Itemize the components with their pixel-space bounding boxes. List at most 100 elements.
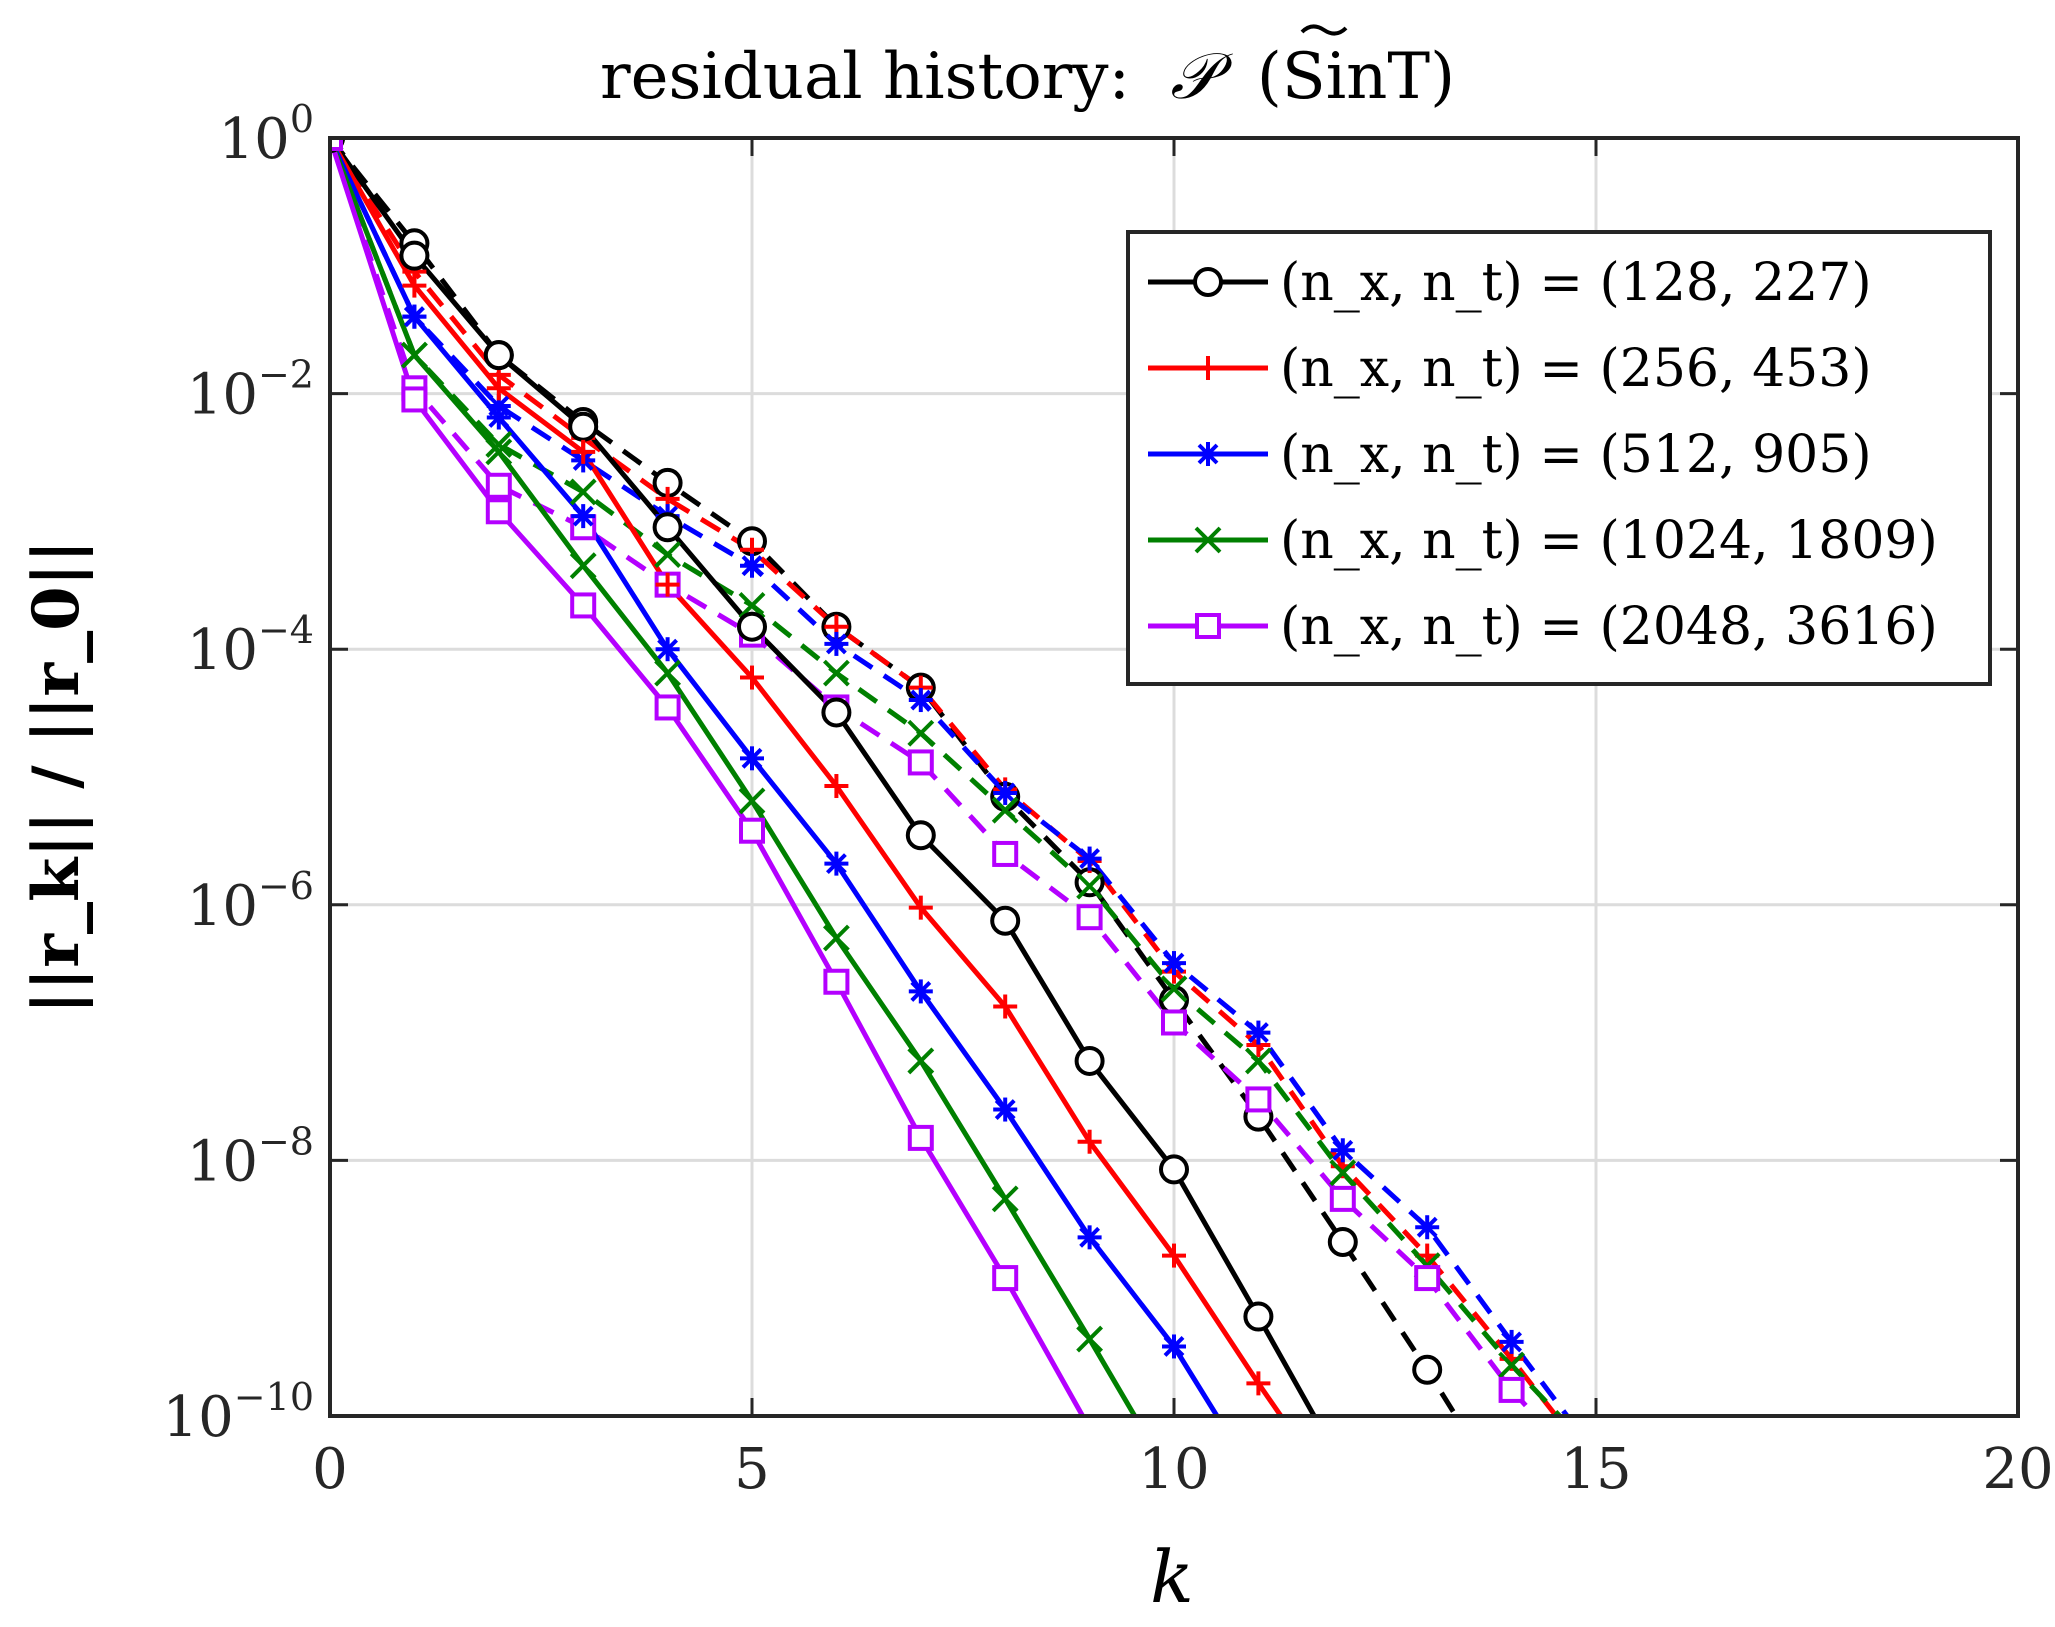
data-point [569,478,597,506]
data-point [654,541,682,568]
data-point [654,694,681,721]
data-point [655,572,680,597]
data-point [485,472,512,499]
x-tick-label: 20 [1982,1437,2053,1502]
data-point [990,905,1021,936]
data-point [1160,975,1188,1003]
data-point [740,665,764,690]
data-point [1243,1301,1274,1332]
data-point [571,439,596,464]
data-point [824,851,849,876]
legend-label: (n_x, n_t) = (2048, 3616) [1280,597,1938,657]
data-point [739,817,765,844]
data-point [485,498,512,525]
data-point [1498,1351,1526,1379]
data-point [1498,1376,1525,1403]
data-point [652,512,683,543]
data-point [993,994,1018,1019]
legend-label: (n_x, n_t) = (512, 905) [1280,425,1872,485]
x-tick-label: 15 [1560,1437,1631,1502]
legend-label: (n_x, n_t) = (256, 453) [1280,339,1872,399]
data-point [1162,1334,1186,1359]
series-line [330,138,1560,1416]
data-point [485,438,513,466]
data-point [1412,1354,1443,1385]
y-tick-label: 10−10 [163,1375,314,1450]
data-point [1330,1138,1355,1163]
data-point [737,611,767,642]
y-tick-label: 10−8 [187,1119,314,1194]
title-suffix: (SinT) [1257,40,1455,114]
data-point [1162,951,1186,976]
markers-layer [330,138,1526,1403]
data-point [486,405,511,430]
legend-box [1126,230,1992,686]
ticks: 0 5 10 15 20 100 10−2 10−4 10−6 10−8 10−10 [163,97,2054,1502]
y-tick-label: 10−4 [187,608,314,683]
x-tick-label: 5 [734,1437,770,1502]
x-axis-label: k [1150,1535,1194,1619]
data-point [907,719,935,747]
legend: (n_x, n_t) = (128, 227) (n_x, n_t) = (256… [1126,230,1992,686]
data-point [399,240,430,271]
data-point [1162,1243,1186,1268]
data-point [992,840,1019,867]
data-point [1074,867,1105,898]
y-tick-label: 10−6 [187,864,314,939]
x-tick-label: 10 [1138,1437,1209,1502]
data-point [738,592,766,619]
data-point [1499,1329,1524,1354]
series-line [330,138,1220,1416]
title-main: residual history: [600,40,1130,114]
data-point [824,774,849,799]
data-point [1076,1325,1104,1353]
data-point [1077,846,1102,871]
chart-title: residual history: 𝒫 (SinT) [600,40,1455,114]
legend-marker [1193,267,1223,297]
data-point [486,376,511,401]
data-point [1076,904,1103,931]
data-point [1159,1154,1189,1185]
legend-marker [1194,526,1222,554]
data-point [907,1124,934,1151]
data-point [569,552,597,580]
legend-marker [1196,356,1220,380]
data-point [402,304,427,329]
data-point [823,968,850,995]
data-point [908,688,933,713]
data-point [993,780,1018,805]
data-point [1244,1047,1272,1075]
data-point [908,895,933,920]
data-point [1414,1265,1441,1292]
data-point [992,1265,1019,1292]
data-point [400,341,428,369]
data-point [654,659,682,687]
legend-marker [1196,442,1220,466]
data-point [401,386,428,413]
data-point [570,592,597,619]
data-point [1329,1159,1357,1187]
data-point [402,273,427,298]
title-symbol: 𝒫 [1170,40,1233,114]
data-point [907,749,934,776]
title-tilde-mark [1300,24,1348,36]
data-point [1246,1371,1271,1396]
legend-label: (n_x, n_t) = (128, 227) [1280,253,1872,313]
x-tick-label: 0 [312,1437,348,1502]
y-tick-label: 100 [219,97,314,172]
data-point [993,1097,1018,1122]
data-point [991,796,1019,824]
data-point [1077,1129,1102,1154]
data-point [483,340,514,371]
data-point [738,787,766,815]
data-point [908,979,933,1004]
data-point [905,820,936,851]
data-point [740,553,764,578]
data-point [1415,1215,1440,1240]
data-point [1329,1185,1356,1212]
data-point [1246,1020,1271,1045]
data-point [907,1047,935,1075]
data-point [822,659,850,687]
data-point [1074,1045,1105,1076]
